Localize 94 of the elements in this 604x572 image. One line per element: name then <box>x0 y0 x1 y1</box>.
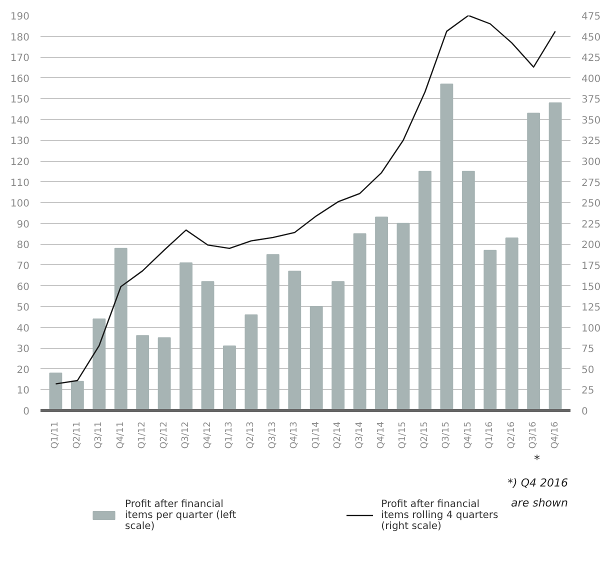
y2-tick-label: 250 <box>582 198 601 210</box>
x-tick-label: Q4/15 <box>463 422 474 449</box>
y2-tick-label: 175 <box>582 260 601 272</box>
bar <box>70 380 84 410</box>
bar <box>158 337 171 410</box>
y2-tick-label: 275 <box>582 178 601 189</box>
y2-tick-label: 225 <box>582 219 601 230</box>
y2-tick-label: 25 <box>582 386 594 397</box>
bar <box>136 335 150 410</box>
y-tick-label: 50 <box>16 302 30 314</box>
text: * <box>534 452 540 466</box>
x-tick-label: Q2/12 <box>159 422 170 449</box>
y2-tick-label: 475 <box>582 12 601 22</box>
bar <box>375 216 388 410</box>
bar <box>288 270 302 410</box>
x-tick-label: Q3/14 <box>354 421 365 449</box>
bar <box>223 346 236 410</box>
bar <box>49 372 62 410</box>
x-tick-label: Q3/15 <box>442 422 452 449</box>
text: are shown <box>511 496 568 510</box>
y-tick-label: 190 <box>10 12 30 22</box>
y-tick-label: 80 <box>16 240 30 252</box>
x-tick-label: Q1/15 <box>398 422 408 449</box>
x-tick-label: Q4/11 <box>116 422 126 449</box>
bar <box>484 250 497 410</box>
x-tick-label: Q4/12 <box>202 422 213 449</box>
bar <box>440 84 454 410</box>
y-tick-label: 60 <box>16 282 30 293</box>
y-tick-label: 120 <box>10 157 30 168</box>
bar <box>505 237 518 410</box>
x-tick-label: Q3/16 <box>528 421 539 449</box>
y-tick-label: 170 <box>10 53 30 64</box>
legend-label: Profit after financial items rolling 4 quarters (right scale) <box>381 498 498 533</box>
x-tick-label: Q1/13 <box>224 422 234 449</box>
x-tick-label: Q1/16 <box>485 421 496 449</box>
bar <box>244 314 258 410</box>
bar <box>310 306 323 410</box>
y-tick-label: 70 <box>16 260 30 272</box>
bar <box>353 233 366 410</box>
y2-tick-label: 0 <box>582 406 588 418</box>
y-tick-label: 90 <box>16 219 30 230</box>
x-tick-label: Q1/12 <box>138 422 148 449</box>
bar <box>396 222 410 410</box>
text: *) Q4 2016 <box>508 476 568 490</box>
bar <box>201 281 214 410</box>
y-tick-label: 40 <box>16 323 30 334</box>
y2-tick-label: 450 <box>582 32 601 44</box>
y-tick-label: 140 <box>10 115 30 126</box>
x-tick-label: Q4/14 <box>376 421 387 449</box>
y2-tick-label: 325 <box>582 136 601 148</box>
x-tick-label: Q2/13 <box>246 422 256 449</box>
y2-tick-label: 425 <box>582 53 601 64</box>
bar <box>418 170 432 410</box>
line-series <box>55 16 556 385</box>
x-tick-label: Q2/14 <box>333 421 344 449</box>
y-tick-label: 130 <box>10 136 30 148</box>
y-tick-label: 110 <box>10 178 30 189</box>
y-tick-label: 30 <box>16 344 30 356</box>
x-tick-label: Q3/11 <box>94 422 104 449</box>
bar <box>332 281 345 410</box>
bar <box>266 254 280 410</box>
y2-tick-label: 150 <box>582 282 601 293</box>
bar <box>180 262 193 410</box>
y-tick-label: 100 <box>10 198 30 210</box>
y-tick-label: 180 <box>10 32 30 44</box>
x-tick-label: Q4/16 <box>550 421 560 449</box>
y-tick-label: 160 <box>10 74 30 85</box>
y-tick-label: 150 <box>10 94 30 106</box>
y2-tick-label: 125 <box>582 302 601 314</box>
y2-tick-label: 375 <box>582 94 601 106</box>
x-tick-label: Q2/16 <box>506 421 517 449</box>
y2-tick-label: 400 <box>582 74 601 85</box>
bar <box>92 318 106 410</box>
y2-tick-label: 200 <box>582 240 601 252</box>
x-tick-label: Q3/13 <box>268 422 278 449</box>
legend-label: Profit after financial items per quarter (left scale) <box>125 498 236 533</box>
bar <box>114 248 128 410</box>
x-tick-label: Q4/13 <box>290 422 300 449</box>
x-tick-label: Q1/11 <box>50 422 61 449</box>
x-tick-label: Q2/15 <box>420 422 430 449</box>
y-tick-label: 20 <box>16 364 30 376</box>
bar <box>548 102 562 410</box>
x-tick-label: Q2/11 <box>72 422 82 449</box>
y2-tick-label: 100 <box>582 323 601 334</box>
x-tick-label: Q1/14 <box>311 421 322 449</box>
y-tick-label: 10 <box>16 386 30 397</box>
y2-tick-label: 50 <box>582 364 594 376</box>
y2-tick-label: 300 <box>582 157 601 168</box>
x-tick-label: Q3/12 <box>181 422 192 449</box>
y2-tick-label: 350 <box>582 115 601 126</box>
bar <box>462 170 475 410</box>
y2-tick-label: 75 <box>582 344 594 356</box>
bar <box>527 112 540 410</box>
y-tick-label: 0 <box>23 406 30 418</box>
